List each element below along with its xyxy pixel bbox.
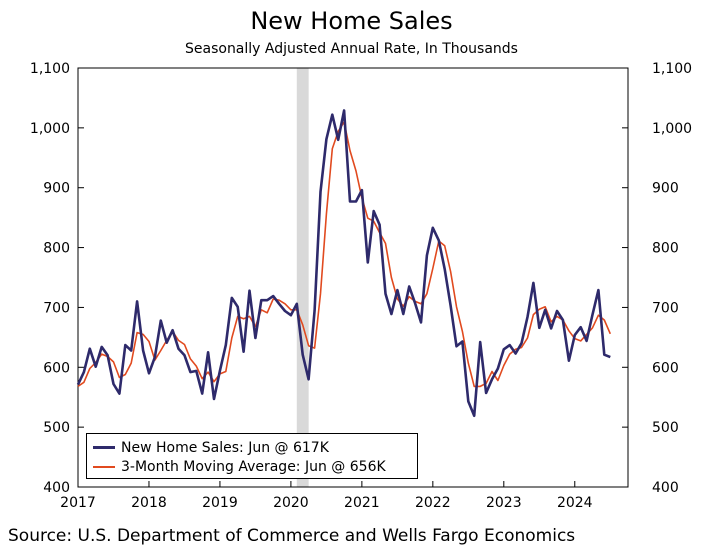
chart-subtitle: Seasonally Adjusted Annual Rate, In Thou…	[185, 41, 518, 57]
x-tick-label: 2022	[415, 495, 451, 511]
x-tick-label: 2023	[486, 495, 522, 511]
y-tick-label-left: 900	[43, 181, 70, 197]
y-tick-label-left: 600	[43, 360, 70, 376]
x-tick-label: 2018	[131, 495, 167, 511]
legend-swatch-new-home-sales	[93, 446, 115, 449]
plot-frame	[77, 67, 629, 488]
y-tick-label-right: 400	[652, 480, 679, 496]
series-line-new-home-sales	[76, 109, 611, 418]
y-tick-label-right: 1,100	[652, 61, 692, 77]
chart-title: New Home Sales	[250, 7, 453, 35]
y-tick-label-left: 800	[43, 241, 70, 257]
chart-source: Source: U.S. Department of Commerce and …	[8, 526, 576, 546]
legend-item-new-home-sales: New Home Sales: Jun @ 617K	[93, 438, 411, 457]
x-tick-label: 2021	[344, 495, 380, 511]
recession-band	[296, 68, 309, 487]
x-tick-label: 2020	[273, 495, 309, 511]
chart-legend: New Home Sales: Jun @ 617K 3-Month Movin…	[86, 433, 418, 479]
x-tick-label: 2019	[202, 495, 238, 511]
x-tick-label: 2024	[557, 495, 593, 511]
y-tick-label-left: 1,100	[30, 61, 70, 77]
y-tick-label-left: 1,000	[30, 121, 70, 137]
legend-item-moving-average: 3-Month Moving Average: Jun @ 656K	[93, 457, 411, 476]
y-tick-label-right: 700	[652, 300, 679, 316]
x-tick-label: 2017	[60, 495, 96, 511]
y-tick-label-right: 800	[652, 241, 679, 257]
legend-label-moving-average: 3-Month Moving Average: Jun @ 656K	[121, 458, 386, 475]
legend-swatch-moving-average	[93, 465, 115, 468]
y-tick-label-right: 600	[652, 360, 679, 376]
y-tick-label-right: 1,000	[652, 121, 692, 137]
legend-label-new-home-sales: New Home Sales: Jun @ 617K	[121, 439, 329, 456]
y-tick-label-left: 700	[43, 300, 70, 316]
y-tick-label-right: 900	[652, 181, 679, 197]
y-tick-label-left: 400	[43, 480, 70, 496]
y-tick-label-left: 500	[43, 420, 70, 436]
y-tick-label-right: 500	[652, 420, 679, 436]
